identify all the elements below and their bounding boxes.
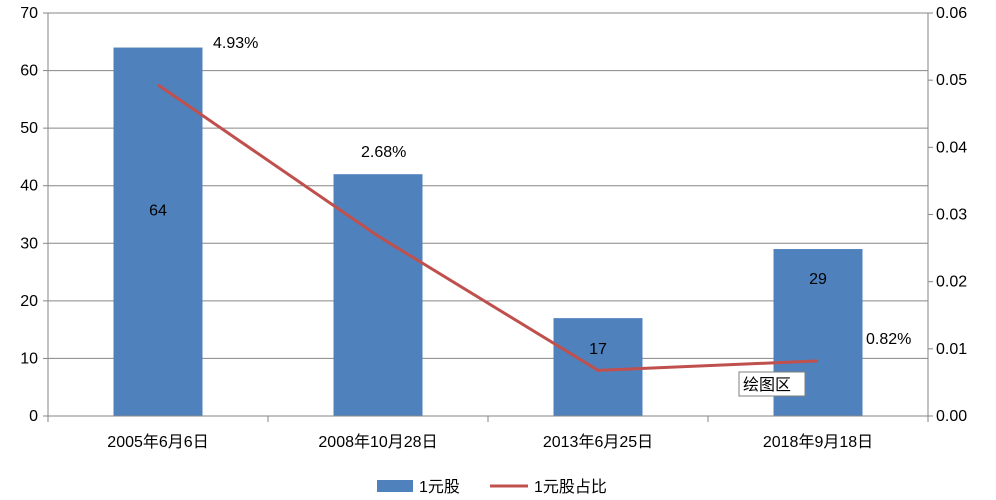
data-labels: 64 17 29 4.93% 2.68% 0.82% [149,35,911,358]
line-value-label: 0.82% [866,331,911,348]
bar-value-label: 17 [589,341,607,358]
right-tick-label: 0.03 [936,207,967,224]
right-tick-label: 0.06 [936,5,967,22]
bar [113,47,203,417]
left-tick-label: 0 [29,408,38,425]
line-value-label: 4.93% [213,35,258,52]
axes: 0 10 20 30 40 50 60 70 0.00 0.01 0.02 0.03 0.04 0.05 0… [20,5,967,451]
tooltip: 绘图区 [738,371,806,397]
tooltip-box [738,371,806,397]
right-tick-label: 0.05 [936,72,967,89]
right-tick-label: 0.02 [936,274,967,291]
right-tick-label: 0.00 [936,408,967,425]
legend-label-bar: 1元股 [419,478,460,496]
bar [553,318,643,416]
line-series [157,83,819,372]
left-tick-label: 70 [20,5,38,22]
tooltip-text: 绘图区 [743,376,791,394]
x-tick-label: 2018年9月18日 [763,433,873,451]
right-tick-label: 0.01 [936,341,967,358]
legend: 1元股 1元股占比 [377,478,607,496]
bar [333,174,423,416]
x-tick-label: 2008年10月28日 [318,433,437,451]
x-tick-label: 2013年6月25日 [543,433,653,451]
legend-swatch-bar [377,480,413,492]
left-tick-label: 60 [20,63,38,80]
x-tick-label: 2005年6月6日 [107,433,208,451]
line-value-label: 2.68% [361,144,406,161]
left-tick-label: 40 [20,178,38,195]
line-path [157,83,819,372]
bar-value-label: 64 [149,203,167,220]
right-tick-label: 0.04 [936,139,967,156]
left-tick-label: 30 [20,235,38,252]
left-tick-label: 50 [20,120,38,137]
bar-value-label: 29 [809,271,827,288]
legend-label-line: 1元股占比 [534,478,607,496]
bar-series [113,47,863,417]
left-tick-label: 10 [20,350,38,367]
left-tick-label: 20 [20,293,38,310]
